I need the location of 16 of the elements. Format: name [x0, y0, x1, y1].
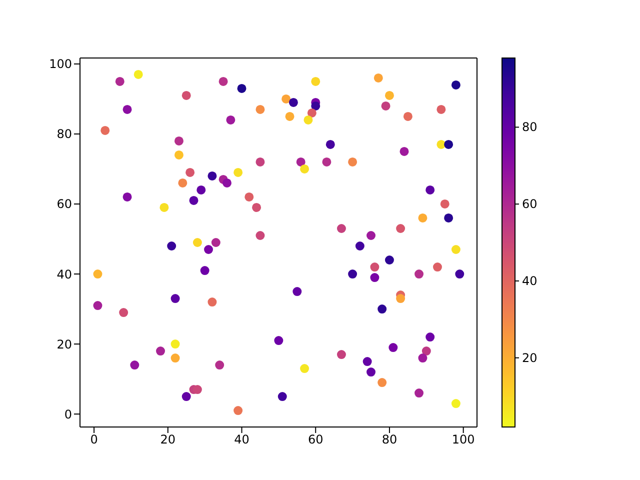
y-tick-label: 60 — [56, 197, 72, 212]
y-tick-label: 40 — [56, 267, 72, 282]
color-bar-label: 40 — [522, 274, 538, 288]
color-bar-label: 80 — [522, 120, 538, 134]
y-tick-label: 20 — [56, 337, 72, 352]
color-bar-label: 60 — [522, 197, 538, 212]
x-tick-label: 0 — [90, 432, 98, 447]
x-tick-label: 60 — [308, 432, 324, 447]
y-tick-label: 0 — [64, 407, 72, 422]
x-tick-label: 40 — [234, 432, 250, 447]
x-tick-label: 80 — [382, 432, 398, 447]
color-bar-label: 20 — [522, 350, 538, 365]
x-tick-label: 100 — [452, 432, 475, 447]
x-tick-label: 20 — [160, 432, 176, 447]
y-tick-label: 80 — [56, 127, 72, 142]
y-tick-label: 100 — [49, 57, 72, 72]
